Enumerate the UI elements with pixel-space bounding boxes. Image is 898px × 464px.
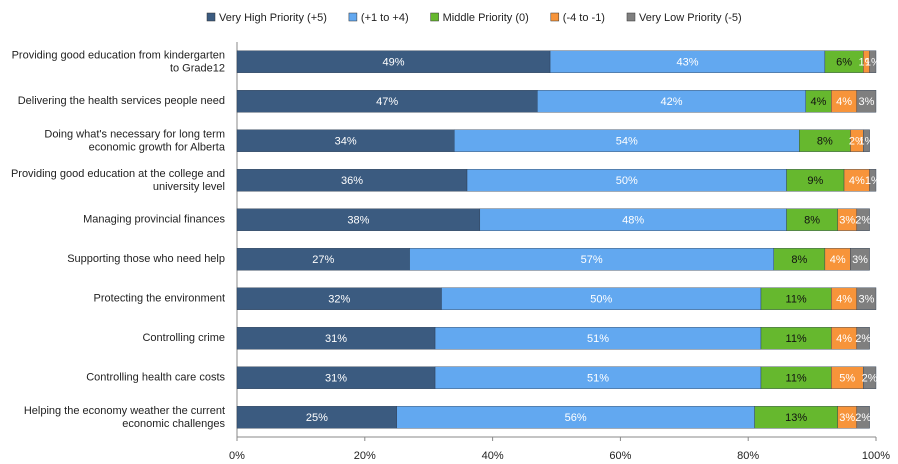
legend-swatch — [348, 12, 358, 22]
value-label: 8% — [817, 136, 833, 148]
category-label: Doing what's necessary for long term econ… — [44, 128, 225, 153]
value-label: 4% — [830, 254, 846, 266]
value-label: 2% — [849, 136, 865, 148]
category-label: Managing provincial finances — [83, 214, 225, 226]
bar-segment — [869, 50, 877, 73]
value-label: 3% — [858, 294, 874, 306]
value-label: 47% — [376, 96, 398, 108]
value-label: 51% — [587, 373, 609, 385]
value-label: 54% — [616, 136, 638, 148]
bar-segment — [863, 129, 870, 152]
value-label: 4% — [836, 333, 852, 345]
bar-segment — [850, 248, 870, 271]
value-label: 11% — [786, 373, 807, 385]
x-tick-label: 40% — [482, 450, 504, 462]
value-label: 27% — [312, 254, 334, 266]
value-label: 57% — [581, 254, 603, 266]
value-label: 11% — [786, 333, 807, 345]
value-label: 4% — [811, 96, 827, 108]
legend-label: (-4 to -1) — [563, 12, 605, 24]
legend-swatch — [430, 12, 439, 22]
x-tick-label: 20% — [354, 450, 376, 462]
value-label: 42% — [661, 96, 683, 108]
value-label: 31% — [325, 373, 347, 385]
bar-segment — [863, 366, 877, 389]
value-label: 4% — [836, 96, 852, 108]
value-label: 2% — [855, 215, 871, 227]
value-label: 50% — [616, 175, 638, 187]
category-label: Controlling crime — [142, 332, 225, 344]
value-label: 3% — [839, 215, 855, 227]
value-label: 6% — [836, 57, 852, 69]
legend-swatch — [206, 12, 216, 22]
value-label: 51% — [587, 333, 609, 345]
value-label: 34% — [335, 136, 357, 148]
category-label: Controlling health care costs — [86, 372, 225, 384]
value-label: 36% — [341, 175, 363, 187]
value-label: 4% — [849, 175, 865, 187]
value-label: 8% — [791, 254, 807, 266]
legend-label: Middle Priority (0) — [443, 12, 529, 24]
value-label: 4% — [836, 294, 852, 306]
category-label: Supporting those who need help — [67, 253, 225, 265]
value-label: 11% — [786, 294, 807, 306]
bar-segment — [856, 327, 870, 350]
value-label: 1% — [865, 175, 881, 187]
category-label: Helping the economy weather the current e… — [24, 405, 226, 430]
category-label: Delivering the health services people ne… — [18, 95, 225, 107]
category-label: Protecting the environment — [94, 293, 225, 305]
value-label: 2% — [855, 412, 871, 424]
value-label: 8% — [804, 215, 820, 227]
value-label: 32% — [328, 294, 350, 306]
value-label: 1% — [865, 57, 881, 69]
value-label: 5% — [839, 373, 855, 385]
value-label: 50% — [590, 294, 612, 306]
x-tick-label: 100% — [862, 450, 890, 462]
legend-label: Very High Priority (+5) — [219, 12, 327, 24]
value-label: 56% — [565, 412, 587, 424]
category-label: Providing good education from kindergart… — [12, 49, 225, 74]
bar-segment — [869, 169, 877, 192]
value-label: 31% — [325, 333, 347, 345]
legend-swatch — [550, 12, 560, 22]
bar-segment — [856, 287, 877, 310]
bar-segment — [856, 90, 877, 113]
value-label: 2% — [855, 333, 871, 345]
value-label: 3% — [858, 96, 874, 108]
x-tick-label: 60% — [609, 450, 631, 462]
x-tick-label: 0% — [229, 450, 245, 462]
value-label: 3% — [839, 412, 855, 424]
value-label: 48% — [622, 215, 644, 227]
legend-label: Very Low Priority (-5) — [639, 12, 742, 24]
bar-segment — [856, 406, 870, 429]
value-label: 38% — [347, 215, 369, 227]
x-tick-label: 80% — [737, 450, 759, 462]
value-label: 49% — [383, 57, 405, 69]
category-label: Providing good education at the college … — [11, 168, 225, 193]
value-label: 25% — [306, 412, 328, 424]
value-label: 1% — [858, 136, 874, 148]
legend-label: (+1 to +4) — [361, 12, 409, 24]
value-label: 9% — [807, 175, 823, 187]
value-label: 43% — [676, 57, 698, 69]
value-label: 2% — [862, 373, 878, 385]
value-label: 13% — [785, 412, 807, 424]
value-label: 3% — [852, 254, 868, 266]
legend-swatch — [626, 12, 636, 22]
bar-segment — [856, 208, 870, 231]
